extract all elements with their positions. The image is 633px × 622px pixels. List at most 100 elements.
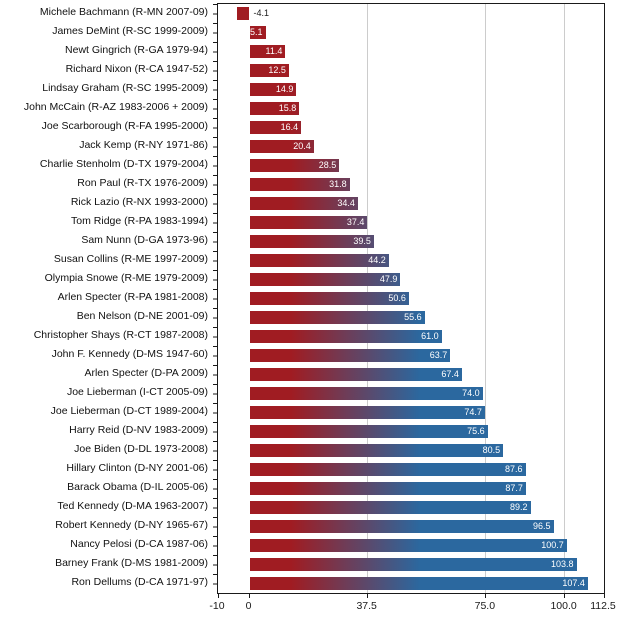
gridline bbox=[564, 4, 566, 593]
y-axis-ticks bbox=[213, 4, 217, 593]
category-label: Christopher Shays (R-CT 1987-2008) bbox=[33, 329, 208, 341]
category-label: Hillary Clinton (D-NY 2001-06) bbox=[66, 462, 208, 474]
bar: 80.5 bbox=[249, 444, 504, 457]
bar-value-label: 107.4 bbox=[562, 578, 585, 588]
category-label: James DeMint (R-SC 1999-2009) bbox=[52, 25, 208, 37]
bar-value-label: 50.6 bbox=[388, 293, 406, 303]
bar-value-label: 5.1 bbox=[250, 27, 263, 37]
bar: 47.9 bbox=[249, 273, 401, 286]
bar: 75.6 bbox=[249, 425, 488, 438]
bar-value-label: 34.4 bbox=[337, 198, 355, 208]
category-label: John McCain (R-AZ 1983-2006 + 2009) bbox=[23, 101, 208, 113]
bar-value-label: 89.2 bbox=[510, 502, 528, 512]
category-label: Olympia Snowe (R-ME 1979-2009) bbox=[44, 272, 208, 284]
bar-value-label: 96.5 bbox=[533, 521, 551, 531]
bar-value-label: 20.4 bbox=[293, 141, 311, 151]
category-label: Arlen Specter (D-PA 2009) bbox=[84, 367, 208, 379]
bar: 28.5 bbox=[249, 159, 340, 172]
x-axis-tick bbox=[603, 593, 605, 598]
bar: 55.6 bbox=[249, 311, 425, 324]
x-axis-label: 112.5 bbox=[590, 600, 616, 612]
bar-value-label: 16.4 bbox=[280, 122, 299, 132]
bar: 74.7 bbox=[249, 406, 485, 419]
bar: 74.0 bbox=[249, 387, 483, 400]
category-label: Ron Paul (R-TX 1976-2009) bbox=[77, 177, 208, 189]
bar: 100.7 bbox=[249, 539, 567, 552]
bar: 89.2 bbox=[249, 501, 531, 514]
bar: 103.8 bbox=[249, 558, 577, 571]
bar: 12.5 bbox=[249, 64, 289, 77]
bar: 14.9 bbox=[249, 83, 297, 96]
bar-value-label: 87.6 bbox=[504, 464, 523, 474]
category-label: Joe Lieberman (D-CT 1989-2004) bbox=[50, 405, 208, 417]
plot-area: -4.1 5.1 11.4 12.5 14.9 15.8 16.4 20.4 28.5 31.8 3… bbox=[213, 3, 605, 598]
bar: 87.6 bbox=[249, 463, 526, 476]
bar-value-label: 39.5 bbox=[353, 236, 371, 246]
bar: 20.4 bbox=[249, 140, 314, 153]
bar: 63.7 bbox=[249, 349, 451, 362]
bar: 107.4 bbox=[249, 577, 588, 590]
category-label: Nancy Pelosi (D-CA 1987-06) bbox=[70, 538, 208, 550]
bar-value-label: 28.5 bbox=[318, 160, 337, 170]
x-axis-tick bbox=[367, 593, 369, 598]
x-axis-label: -10 bbox=[209, 600, 225, 612]
x-axis-tick bbox=[217, 593, 219, 598]
bar-value-label: 31.8 bbox=[329, 179, 347, 189]
x-axis-tick bbox=[485, 593, 487, 598]
category-label: Jack Kemp (R-NY 1971-86) bbox=[79, 139, 208, 151]
x-axis-label: 75.0 bbox=[474, 600, 496, 612]
bar: 15.8 bbox=[249, 102, 300, 115]
gridline bbox=[485, 4, 487, 593]
bar-value-label: 55.6 bbox=[404, 312, 422, 322]
category-label: Ben Nelson (D-NE 2001-09) bbox=[76, 310, 208, 322]
bar: 5.1 bbox=[249, 26, 266, 39]
category-label: Joe Scarborough (R-FA 1995-2000) bbox=[41, 120, 208, 132]
x-axis-label: 100.0 bbox=[550, 600, 577, 612]
bar: 11.4 bbox=[249, 45, 286, 58]
bar-value-label: 11.4 bbox=[265, 46, 283, 56]
category-label: Barack Obama (D-IL 2005-06) bbox=[67, 481, 208, 493]
bar: 31.8 bbox=[249, 178, 350, 191]
category-label: Richard Nixon (R-CA 1947-52) bbox=[65, 63, 208, 75]
bar: 50.6 bbox=[249, 292, 409, 305]
bar-value-label: 47.9 bbox=[379, 274, 398, 284]
bar-value-label: 63.7 bbox=[429, 350, 448, 360]
category-label: Joe Biden (D-DL 1973-2008) bbox=[74, 443, 208, 455]
bar-value-label: 74.0 bbox=[462, 388, 480, 398]
bar-value-label: 74.7 bbox=[464, 407, 482, 417]
category-label: Michele Bachmann (R-MN 2007-09) bbox=[39, 6, 208, 18]
category-label: Harry Reid (D-NV 1983-2009) bbox=[69, 424, 208, 436]
bar: -4.1 bbox=[236, 7, 269, 20]
category-label: Charlie Stenholm (D-TX 1979-2004) bbox=[39, 158, 208, 170]
category-label: Joe Lieberman (I-CT 2005-09) bbox=[66, 386, 208, 398]
bar: 34.4 bbox=[249, 197, 358, 210]
bar-value-label: 12.5 bbox=[268, 65, 286, 75]
category-label: Susan Collins (R-ME 1997-2009) bbox=[53, 253, 208, 265]
x-axis-tick bbox=[564, 593, 566, 598]
category-label: John F. Kennedy (D-MS 1947-60) bbox=[51, 348, 208, 360]
category-label: Lindsay Graham (R-SC 1995-2009) bbox=[42, 82, 208, 94]
category-label: Sam Nunn (D-GA 1973-96) bbox=[81, 234, 208, 246]
category-label: Newt Gingrich (R-GA 1979-94) bbox=[65, 44, 208, 56]
category-label: Tom Ridge (R-PA 1983-1994) bbox=[71, 215, 208, 227]
category-label: Arlen Specter (R-PA 1981-2008) bbox=[57, 291, 208, 303]
bar: 61.0 bbox=[249, 330, 442, 343]
bar-value-label: 87.7 bbox=[505, 483, 523, 493]
bar-value-label: 61.0 bbox=[421, 331, 439, 341]
category-label: Rick Lazio (R-NX 1993-2000) bbox=[70, 196, 208, 208]
bar-value-label: -4.1 bbox=[253, 8, 269, 18]
bar-value-label: 44.2 bbox=[368, 255, 386, 265]
x-axis-tick bbox=[249, 593, 250, 598]
category-label: Barney Frank (D-MS 1981-2009) bbox=[55, 557, 208, 569]
bar-value-label: 75.6 bbox=[467, 426, 485, 436]
bar: 96.5 bbox=[249, 520, 554, 533]
bar-value-label: 100.7 bbox=[541, 540, 564, 550]
bar: 44.2 bbox=[249, 254, 389, 267]
bar-value-label: 15.8 bbox=[278, 103, 297, 113]
bar: 37.4 bbox=[249, 216, 368, 229]
category-label: Ted Kennedy (D-MA 1963-2007) bbox=[57, 500, 208, 512]
category-label: Robert Kennedy (D-NY 1965-67) bbox=[55, 519, 208, 531]
bar: 39.5 bbox=[249, 235, 374, 248]
bar-value-label: 80.5 bbox=[482, 445, 501, 455]
